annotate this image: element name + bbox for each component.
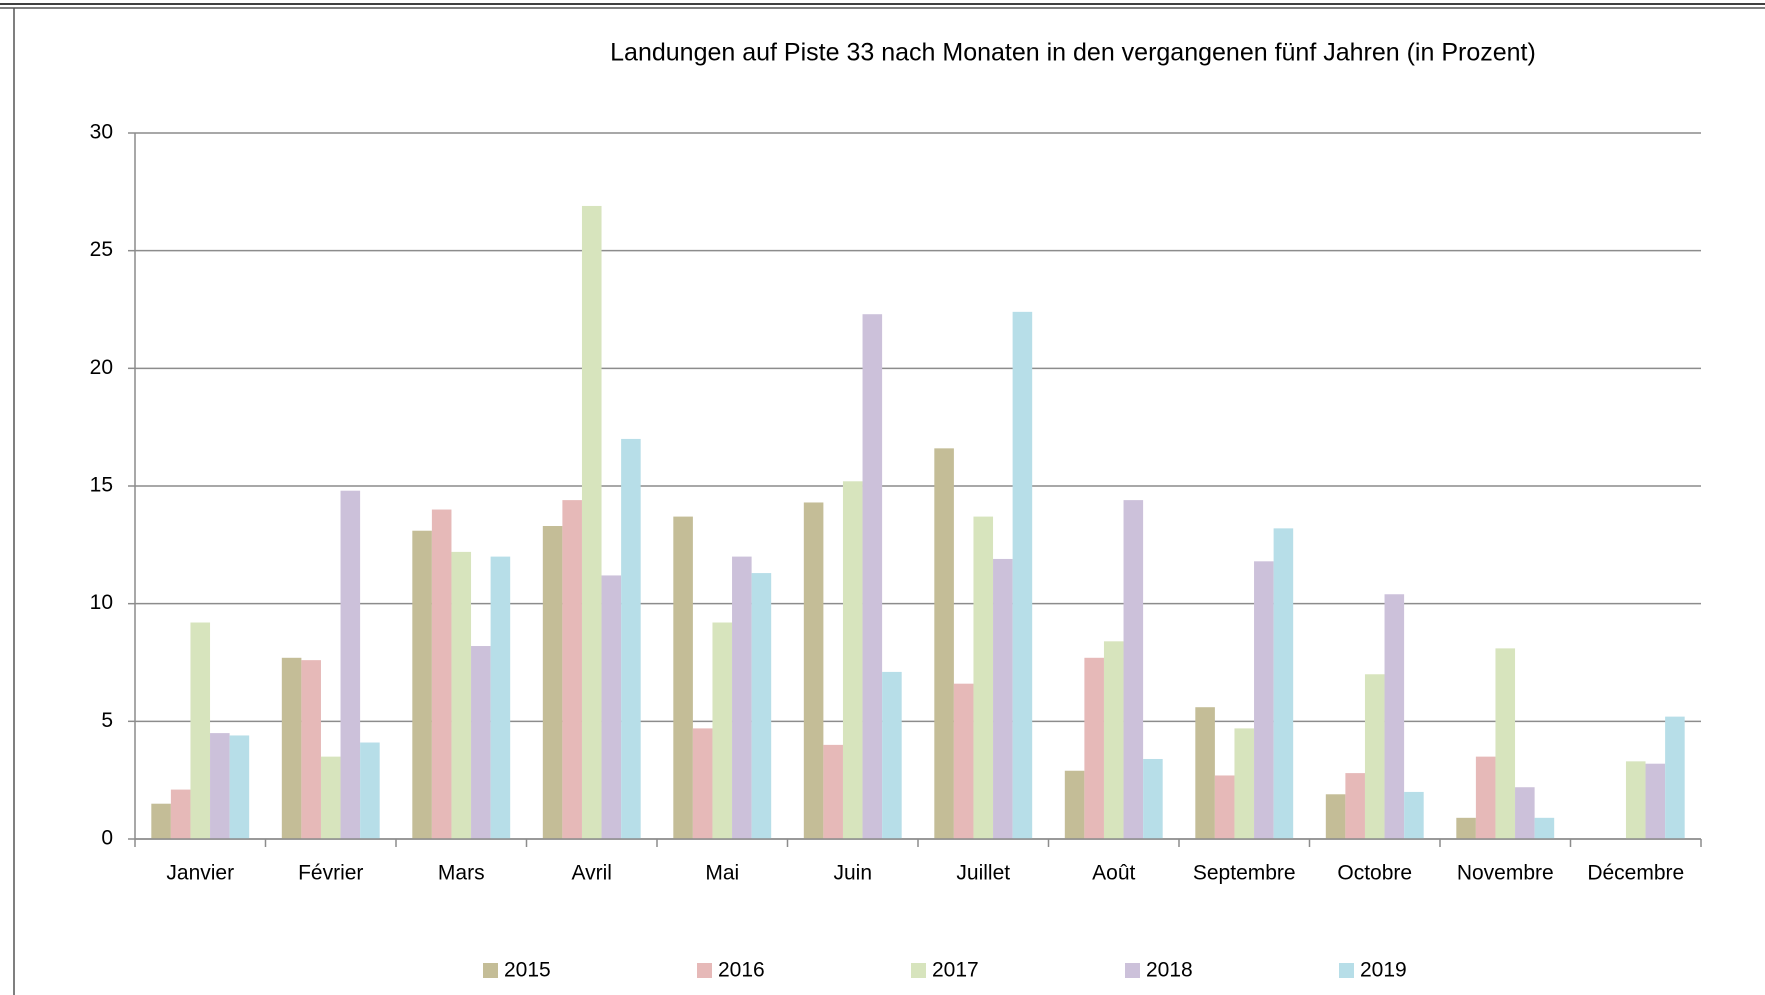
bar: [673, 516, 693, 839]
y-tick-label: 0: [101, 827, 113, 850]
bar: [973, 516, 994, 839]
bar: [340, 490, 361, 839]
bar: [581, 205, 602, 839]
bar: [1345, 773, 1365, 839]
bar: [1495, 648, 1516, 839]
x-tick-label: Août: [1092, 862, 1135, 885]
bar: [1325, 794, 1346, 839]
x-tick-label: Décembre: [1587, 862, 1684, 885]
bar: [1273, 528, 1294, 839]
bar: [412, 530, 432, 839]
y-tick-label: 15: [90, 474, 113, 497]
bar: [431, 509, 452, 839]
legend-swatch: [911, 963, 926, 978]
bar: [471, 646, 491, 839]
bar: [1475, 756, 1496, 839]
x-tick-label: Mai: [705, 862, 739, 885]
x-tick-label: Novembre: [1457, 862, 1554, 885]
bar: [360, 742, 380, 839]
bar: [1214, 775, 1235, 839]
x-tick-label: Juin: [833, 862, 872, 885]
legend-label: 2016: [718, 959, 765, 982]
bar: [1143, 758, 1163, 839]
bar: [1103, 641, 1124, 839]
legend-swatch: [1339, 963, 1354, 978]
y-tick-label: 30: [90, 121, 113, 144]
bar: [692, 728, 713, 839]
bar: [712, 622, 733, 839]
bar: [490, 556, 511, 839]
x-tick-label: Janvier: [166, 862, 234, 885]
bar: [1364, 674, 1385, 839]
bar: [562, 500, 582, 839]
bar: [862, 314, 883, 839]
bar: [803, 502, 824, 839]
bar: [1123, 500, 1144, 839]
x-tick-label: Octobre: [1337, 862, 1412, 885]
y-tick-label: 20: [90, 356, 113, 379]
bar: [823, 744, 843, 839]
y-tick-label: 10: [90, 591, 113, 614]
legend-swatch: [483, 963, 498, 978]
bar: [934, 448, 954, 839]
bar: [842, 481, 863, 839]
bar: [1625, 761, 1646, 839]
bar: [732, 556, 752, 839]
legend-swatch: [1125, 963, 1140, 978]
x-tick-label: Juillet: [956, 862, 1010, 885]
bar: [621, 438, 641, 839]
bar: [229, 735, 250, 839]
legend-label: 2015: [504, 959, 551, 982]
legend-label: 2018: [1146, 959, 1193, 982]
bar: [190, 622, 211, 839]
y-tick-label: 5: [101, 709, 113, 732]
x-tick-label: Février: [298, 862, 363, 885]
bar: [1084, 657, 1104, 839]
bar: [1404, 791, 1424, 839]
bar: [170, 789, 191, 839]
bar: [1515, 787, 1535, 839]
bar: [281, 657, 302, 839]
legend-label: 2019: [1360, 959, 1407, 982]
bar: [301, 660, 321, 839]
bar: [151, 803, 171, 839]
bar: [1234, 728, 1255, 839]
y-tick-label: 25: [90, 238, 113, 261]
bar: [1645, 763, 1666, 839]
bar: [1534, 817, 1555, 839]
bar: [601, 575, 622, 839]
legend-swatch: [697, 963, 712, 978]
chart-title: Landungen auf Piste 33 nach Monaten in d…: [610, 39, 1536, 67]
bar: [1665, 716, 1685, 839]
bar: [451, 551, 472, 839]
bar: [882, 671, 902, 839]
bar: [751, 573, 772, 839]
bar: [542, 526, 563, 839]
legend-label: 2017: [932, 959, 979, 982]
bar: [320, 756, 341, 839]
x-tick-label: Mars: [438, 862, 485, 885]
bar: [1195, 707, 1215, 839]
bar: [210, 733, 230, 839]
bar: [993, 558, 1013, 839]
bar: [1012, 311, 1033, 839]
x-tick-label: Septembre: [1193, 862, 1296, 885]
bar: [953, 683, 974, 839]
bar: [1456, 817, 1476, 839]
bar: [1384, 594, 1405, 839]
bar: [1254, 561, 1274, 839]
bar: [1064, 770, 1085, 839]
x-tick-label: Avril: [572, 862, 612, 885]
